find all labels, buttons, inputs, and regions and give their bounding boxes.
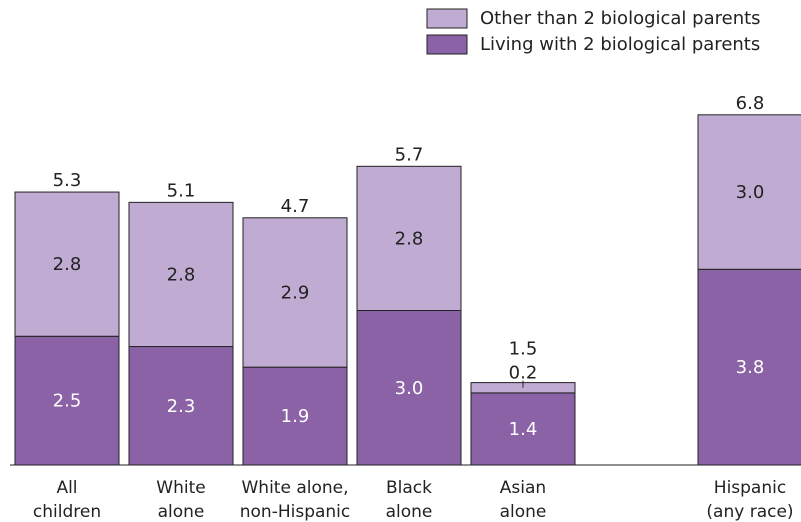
bar-segment-other-than-2-parents: [242, 217, 348, 368]
category-label-line2: non-Hispanic: [240, 502, 351, 522]
legend-swatch: [426, 34, 468, 55]
segment-label-other: 2.9: [281, 282, 310, 303]
total-label: 1.5: [509, 339, 538, 360]
segment-label-other: 0.2: [509, 363, 538, 384]
bar-segment-living-with-2-parents: [14, 335, 120, 466]
category-label-line1: Black: [386, 478, 432, 498]
segment-label-other: 2.8: [395, 228, 424, 249]
chart-legend: Other than 2 biological parents Living wi…: [426, 8, 761, 55]
bar-segment-other-than-2-parents: [14, 191, 120, 337]
category-label-line2: alone: [386, 502, 433, 522]
segment-label-other: 2.8: [167, 264, 196, 285]
segment-label-living: 3.0: [395, 378, 424, 399]
total-label: 5.7: [395, 144, 424, 165]
segment-label-living: 3.8: [736, 357, 765, 378]
bar-segment-other-than-2-parents: [697, 114, 801, 270]
category-label-line2: (any race): [706, 502, 793, 522]
category-label-line2: children: [33, 502, 101, 522]
segment-label-living: 1.4: [509, 419, 538, 440]
legend-swatch: [426, 8, 468, 29]
bar-segment-other-than-2-parents: [128, 201, 234, 348]
category-label-line1: White alone,: [241, 478, 348, 498]
total-label: 5.3: [53, 170, 82, 191]
chart-bars: [14, 114, 801, 466]
category-label-line1: White: [156, 478, 205, 498]
segment-label-living: 2.5: [53, 391, 82, 412]
bar-segment-living-with-2-parents: [697, 268, 801, 466]
total-label: 5.1: [167, 180, 196, 201]
category-label-line1: Hispanic: [714, 478, 786, 498]
category-label-line1: Asian: [500, 478, 546, 498]
segment-label-living: 2.3: [167, 396, 196, 417]
category-label-line2: alone: [158, 502, 205, 522]
segment-label-other: 2.8: [53, 254, 82, 275]
legend-label: Living with 2 biological parents: [480, 34, 760, 55]
total-label: 4.7: [281, 196, 310, 217]
segment-label-living: 1.9: [281, 406, 310, 427]
bar-segment-other-than-2-parents: [356, 165, 462, 311]
legend-label: Other than 2 biological parents: [480, 8, 761, 29]
total-label: 6.8: [736, 93, 765, 114]
category-label-line2: alone: [500, 502, 547, 522]
category-label-line1: All: [56, 478, 77, 498]
segment-label-other: 3.0: [736, 182, 765, 203]
chart-labels: 5.3 2.8 2.5 All children 5.1 2.8 2.3 White alone 4…: [33, 93, 794, 522]
bar-segment-living-with-2-parents: [242, 366, 348, 466]
